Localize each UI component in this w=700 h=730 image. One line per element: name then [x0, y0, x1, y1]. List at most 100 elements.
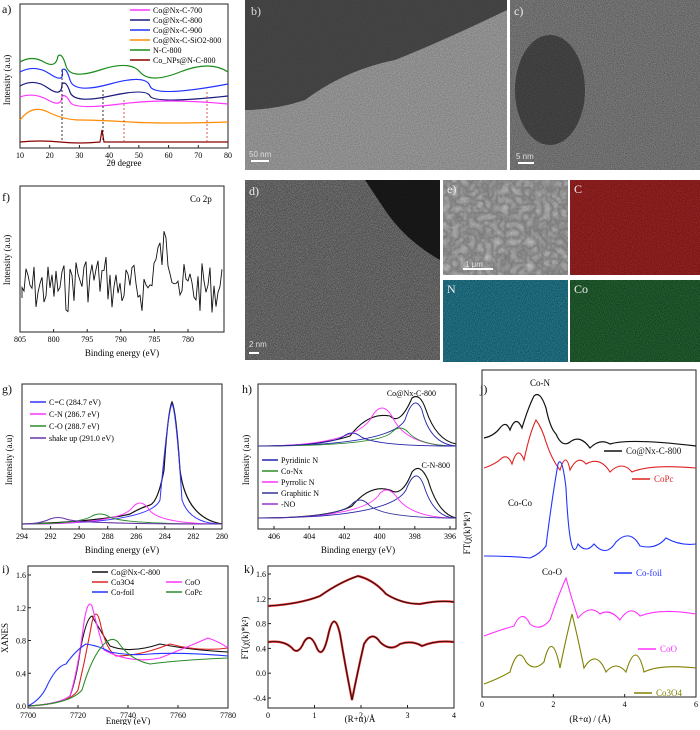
n1s-xlabel: Binding energy (eV) [321, 545, 395, 555]
legend-entry: Pyrrolic N [281, 478, 315, 487]
series-label: CoO [660, 644, 678, 654]
x-tick-label: 400 [374, 532, 386, 541]
c1s-chart: C=C (284.7 eV) C-N (286.7 eV) C-O (288.7 e… [4, 383, 228, 555]
x-tick-label: 282 [187, 532, 199, 541]
exafs-fit-chart: 0 1 2 3 4 -0.4 0.0 0.4 0.8 1.2 1.6 FT(χ(k)*k²) (R+… [240, 565, 456, 724]
x-tick-label: 4 [623, 700, 627, 709]
c1s-ylabel: Intensity (a.u) [4, 435, 14, 485]
xrd-ylabel: Intensity (a.u) [2, 55, 12, 105]
xrd-legend: Co@Nx-C-700Co@Nx-C-800Co@Nx-C-900Co@Nx-C… [130, 6, 221, 65]
fit-xlabel: (R+α)/Å [345, 714, 376, 724]
n1s-ylabel: Intensity (a.u) [241, 435, 251, 485]
legend-entry: C=C (284.7 eV) [49, 398, 101, 407]
eds-map-cobalt: Co [570, 280, 700, 362]
x-tick-label: 284 [159, 532, 171, 541]
eds-label-c: C [574, 182, 583, 196]
legend-entry: Graphitic N [281, 489, 319, 498]
hrtem-image-c: c) 5 nm [510, 0, 700, 170]
panel-label-a: a) [2, 2, 12, 16]
legend-entry: Co@Nx-C-900 [153, 26, 202, 35]
haadf-image-d: d) 2 nm [245, 180, 440, 360]
panel-label-g: g) [2, 382, 12, 396]
panel-label-f: f) [2, 190, 10, 204]
legend-entry: Co@Nx-C-700 [153, 6, 202, 15]
scale-bar-c [518, 162, 534, 164]
panel-a: a) 10 20 30 40 50 60 70 80 Co@Nx-C-700 Co@Nx-C-8… [0, 0, 240, 168]
panel-g: g) C=C (284.7 eV) C-N (286.7 eV) C-O (288.… [0, 380, 240, 555]
x-tick-label: 396 [444, 532, 456, 541]
x-tick-label: 2 [551, 700, 555, 709]
panel-label-b: b) [251, 4, 261, 18]
panel-label-e: e) [447, 182, 457, 196]
xrd-chart: 10 20 30 40 50 60 70 80 Co@Nx-C-700Co@Nx-C-800C… [2, 3, 232, 168]
x-tick-label: 780 [182, 335, 194, 344]
xrd-curves [19, 54, 229, 144]
legend-entry: N-C-800 [153, 46, 181, 55]
x-tick-label: 30 [75, 151, 83, 160]
x-tick-label: 288 [102, 532, 114, 541]
eds-map-carbon: C [570, 180, 700, 275]
x-tick-label: 805 [14, 335, 26, 344]
legend-entry: Co-Nx [281, 467, 303, 476]
legend-entry: Co@Nx-C-800 [111, 568, 160, 577]
co2p-title: Co 2p [190, 194, 212, 204]
scale-text-b: 50 nm [249, 150, 272, 159]
x-tick-label: 2 [359, 711, 363, 720]
x-tick-label: 70 [194, 151, 202, 160]
c1s-xlabel: Binding energy (eV) [85, 545, 159, 555]
panel-k: k) 0 1 2 3 4 -0.4 0.0 0.4 0.8 1.2 1.6 FT(χ(k)*k²) … [240, 560, 460, 725]
xrd-xlabel: 2θ degree [106, 158, 141, 168]
panel-label-h: h) [242, 382, 252, 396]
exafs-annot-coo: Co-O [542, 567, 563, 577]
x-tick-label: 4 [452, 711, 456, 720]
x-tick-label: 0 [266, 711, 270, 720]
n1s-annot-bottom: C-N-800 [422, 461, 450, 470]
exafs-chart: Co-N Co-Co Co-O Co@Nx-C-800 CoPc Co-foil Co… [462, 369, 698, 724]
panel-j: j) Co-N Co-Co Co-O Co@Nx-C-800 CoPc Co-foi… [460, 368, 700, 725]
legend-entry: C-O (288.7 eV) [49, 422, 100, 431]
legend-entry: C-N (286.7 eV) [49, 410, 100, 419]
x-tick-label: 1 [313, 711, 317, 720]
xanes-ylabel: XANES [0, 623, 10, 653]
sem-image-e: e) 1 μm [443, 180, 568, 275]
x-tick-label: 402 [338, 532, 350, 541]
exafs-xlabel: (R+α) / (Å) [569, 714, 610, 724]
co2p-xlabel: Binding energy (eV) [85, 348, 159, 358]
x-tick-label: 7760 [170, 711, 186, 720]
y-tick-label: 1.2 [256, 595, 266, 604]
y-tick-label: -0.4 [253, 694, 266, 703]
x-tick-label: 3 [406, 711, 410, 720]
xanes-xlabel: Energy (eV) [106, 716, 151, 725]
y-tick-label: 1.6 [256, 570, 266, 579]
y-tick-label: 0.8 [16, 637, 26, 646]
eds-label-n: N [447, 282, 456, 296]
legend-entry: CoPc [185, 588, 203, 597]
x-tick-label: 292 [45, 532, 57, 541]
x-tick-label: 404 [303, 532, 315, 541]
x-tick-label: 294 [16, 532, 28, 541]
x-tick-label: 795 [81, 335, 93, 344]
n1s-chart: Co@Nx-C-800 C-N-800 Pyridinic N Co-Nx Pyrr… [241, 383, 457, 555]
x-tick-label: 6 [694, 700, 698, 709]
x-tick-label: 406 [268, 532, 280, 541]
x-tick-label: 290 [73, 532, 85, 541]
panel-h: h) Co@Nx-C-800 C-N-800 Pyridinic N Co-Nx P… [240, 380, 460, 555]
legend-entry: shake up (291.0 eV) [49, 434, 114, 443]
legend-entry: CoO [185, 578, 200, 587]
legend-entry: -NO [281, 500, 295, 509]
legend-entry: Co3O4 [111, 578, 134, 587]
y-tick-label: 0.0 [256, 669, 266, 678]
panel-label-c: c) [514, 4, 524, 18]
xrd-x-ticks: 10 20 30 40 50 60 70 80 [16, 145, 232, 160]
x-tick-label: 785 [148, 335, 160, 344]
y-tick-label: 0.4 [16, 669, 26, 678]
x-tick-label: 20 [46, 151, 54, 160]
co2p-chart: Co 2p 805 800 795 790 785 780 Intensity (a.u)… [2, 185, 225, 358]
x-tick-label: 80 [224, 151, 232, 160]
panel-label-d: d) [249, 184, 259, 198]
y-tick-label: 1.6 [16, 571, 26, 580]
x-tick-label: 7780 [220, 711, 236, 720]
series-label: Co3O4 [656, 688, 683, 698]
scale-text-d: 2 nm [249, 340, 267, 349]
exafs-ylabel: FT(χ(k)*k³) [462, 512, 472, 555]
